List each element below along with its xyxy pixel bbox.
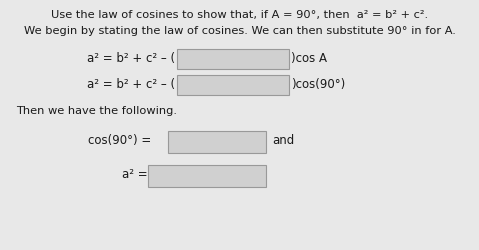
Text: cos(90°) =: cos(90°) = [88, 134, 151, 146]
Text: a² =: a² = [122, 167, 148, 180]
Text: We begin by stating the law of cosines. We can then substitute 90° in for A.: We begin by stating the law of cosines. … [23, 26, 456, 36]
Text: )cos A: )cos A [291, 52, 327, 65]
Text: a² = b² + c² – (: a² = b² + c² – ( [87, 78, 175, 91]
FancyBboxPatch shape [168, 132, 266, 154]
FancyBboxPatch shape [177, 50, 289, 70]
Text: and: and [272, 134, 294, 146]
Text: Then we have the following.: Then we have the following. [16, 106, 177, 116]
Text: )cos(90°): )cos(90°) [291, 78, 345, 91]
Text: a² = b² + c² – (: a² = b² + c² – ( [87, 52, 175, 65]
Text: Use the law of cosines to show that, if A = 90°, then  a² = b² + c².: Use the law of cosines to show that, if … [51, 10, 428, 20]
FancyBboxPatch shape [177, 76, 289, 96]
FancyBboxPatch shape [148, 165, 266, 187]
